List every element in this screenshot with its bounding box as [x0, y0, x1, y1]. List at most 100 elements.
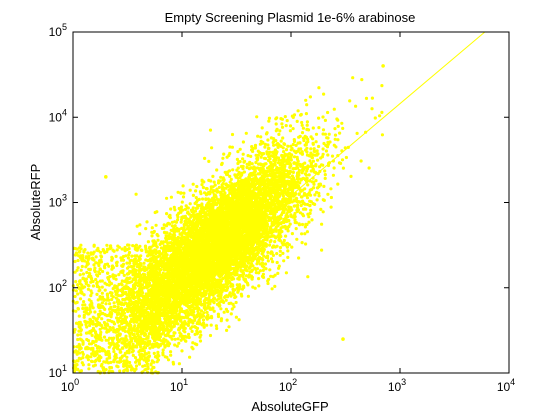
chart-title: Empty Screening Plasmid 1e-6% arabinose	[165, 10, 416, 25]
data-point	[246, 294, 250, 298]
data-point	[84, 331, 89, 335]
data-point	[73, 294, 77, 299]
data-point	[333, 127, 337, 131]
data-point	[279, 139, 283, 143]
data-point	[308, 95, 312, 99]
data-point	[227, 325, 231, 329]
data-point	[320, 248, 324, 252]
data-point	[99, 255, 104, 259]
data-point	[202, 311, 206, 315]
data-point	[317, 126, 321, 130]
data-point	[221, 156, 225, 160]
data-point	[309, 208, 313, 212]
data-point	[264, 132, 269, 136]
data-point	[260, 274, 265, 278]
data-point	[165, 355, 169, 359]
data-point	[188, 188, 192, 192]
data-point	[281, 251, 285, 255]
data-point	[278, 180, 282, 184]
data-point	[202, 294, 206, 298]
data-point	[355, 131, 359, 135]
data-point	[306, 183, 310, 187]
data-point	[259, 155, 263, 159]
data-point	[86, 251, 90, 255]
data-point	[229, 177, 233, 181]
data-point	[108, 302, 112, 306]
data-point	[221, 178, 225, 182]
data-point	[255, 262, 259, 266]
data-point	[201, 185, 205, 190]
data-point	[246, 154, 250, 158]
data-point	[78, 297, 83, 301]
data-point	[85, 325, 89, 329]
data-point	[269, 257, 274, 261]
data-point	[319, 207, 323, 211]
data-point	[82, 300, 86, 304]
data-point	[222, 189, 226, 193]
data-point	[341, 166, 345, 170]
data-point	[317, 144, 321, 149]
data-point	[245, 162, 249, 166]
data-point	[276, 271, 280, 275]
data-point	[308, 199, 312, 203]
data-point	[177, 341, 181, 345]
data-point	[179, 191, 183, 195]
data-point	[149, 363, 153, 367]
data-point	[83, 303, 87, 307]
data-point	[143, 332, 148, 336]
data-point	[156, 238, 160, 242]
data-point	[169, 353, 173, 357]
data-point	[229, 312, 233, 316]
data-point	[94, 277, 98, 282]
data-point	[152, 351, 156, 355]
data-point	[193, 342, 197, 346]
data-point	[182, 191, 186, 195]
data-point	[296, 208, 300, 212]
data-point	[76, 333, 80, 337]
data-point	[74, 289, 78, 293]
data-point	[215, 326, 219, 331]
data-point	[173, 331, 177, 335]
data-point	[314, 163, 318, 167]
data-point	[263, 145, 267, 149]
data-point	[327, 132, 331, 136]
data-point	[318, 165, 322, 169]
data-point	[76, 258, 80, 263]
data-point	[360, 78, 364, 82]
data-point	[112, 305, 116, 309]
data-point	[222, 152, 226, 156]
data-point	[274, 117, 278, 121]
data-point	[73, 259, 77, 264]
data-point	[91, 284, 95, 288]
data-point	[311, 137, 315, 141]
data-point	[283, 115, 287, 119]
data-point	[326, 153, 330, 157]
data-point	[273, 235, 277, 239]
data-point	[305, 120, 309, 124]
data-point	[128, 280, 132, 284]
data-point	[110, 320, 114, 324]
data-point	[159, 342, 163, 346]
data-point	[241, 157, 245, 161]
data-point	[284, 271, 288, 275]
data-point	[100, 317, 104, 321]
data-point	[300, 131, 305, 135]
data-point	[276, 161, 281, 165]
data-point	[92, 263, 96, 267]
data-point	[142, 261, 146, 265]
data-point	[256, 134, 260, 138]
data-point	[92, 243, 96, 247]
data-point	[282, 242, 286, 246]
data-point	[81, 272, 85, 276]
data-point	[194, 196, 198, 200]
data-point	[205, 187, 209, 191]
data-point	[194, 189, 198, 193]
data-point	[147, 351, 151, 355]
data-point	[232, 305, 236, 309]
data-point	[172, 205, 176, 209]
data-point	[146, 273, 150, 277]
data-point	[295, 237, 299, 241]
data-point	[380, 110, 384, 114]
data-point	[220, 162, 224, 167]
data-point	[251, 285, 255, 289]
